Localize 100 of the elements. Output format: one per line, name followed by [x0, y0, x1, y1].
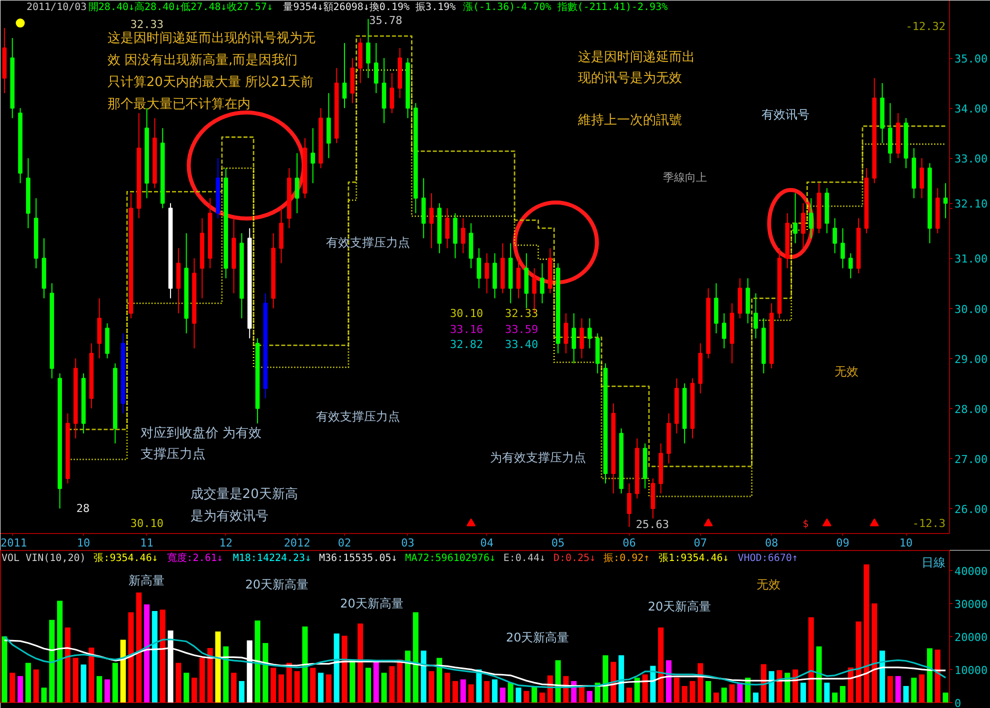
- annotation: 2011/10/03: [26, 2, 87, 13]
- candlestick: [310, 128, 316, 184]
- annotation: 漲(-1.36)-4.70% 指數(-211.41)-2.93%: [463, 1, 668, 13]
- bar: [49, 620, 55, 702]
- bar: [642, 674, 648, 702]
- annotation: VHOD:6670↑: [738, 553, 798, 564]
- candlestick: [429, 192, 434, 249]
- bar: [10, 672, 16, 702]
- bar: [310, 668, 316, 702]
- candlestick: [390, 72, 394, 114]
- candlestick: [832, 218, 837, 254]
- annotation: 35.78: [369, 14, 402, 27]
- bar: [72, 658, 78, 702]
- bar: [199, 658, 205, 702]
- bar: [191, 678, 198, 702]
- bar: [397, 660, 403, 702]
- bar: [808, 617, 814, 702]
- bar: [840, 686, 846, 702]
- bar: [698, 663, 704, 702]
- y-tick-label: 0: [954, 697, 962, 708]
- bar: [64, 627, 70, 702]
- x-tick-label: 12: [219, 536, 233, 550]
- bar: [942, 692, 948, 702]
- annotation: 对应到收盘价 为有效支撑压力点: [140, 425, 262, 462]
- annotation: 量9354↓額26098↓換0.19% 振3.19%: [283, 1, 456, 13]
- annotation: 張:9354.46↓: [94, 553, 158, 564]
- bar: [895, 676, 901, 702]
- x-tick-label: 10: [76, 536, 90, 550]
- y-tick-label: 10000: [954, 664, 988, 677]
- x-tick-label: 2012: [284, 536, 310, 550]
- bar: [270, 668, 276, 702]
- x-tick-label: 03: [401, 536, 414, 550]
- annotation: 新高量: [128, 574, 164, 588]
- bar: [238, 681, 244, 702]
- annotation: 維持上一次的訊號: [576, 113, 682, 128]
- annotation: 33.40: [504, 338, 538, 351]
- bar: [586, 690, 592, 702]
- candlestick: [516, 258, 521, 299]
- bar: [160, 610, 166, 702]
- annotation: M18:14224.23↓: [232, 553, 312, 564]
- bar: [381, 672, 387, 702]
- candlestick: [476, 248, 482, 289]
- bar: [856, 622, 862, 702]
- bar: [428, 671, 434, 702]
- bar: [286, 662, 292, 702]
- x-tick-label: 02: [338, 536, 352, 550]
- candlestick: [793, 192, 798, 244]
- annotation: 張1:9354.46↓: [658, 553, 729, 564]
- bar: [88, 648, 94, 702]
- bar: [176, 662, 182, 702]
- candlestick: [627, 482, 632, 528]
- bar: [880, 650, 886, 702]
- bar: [373, 661, 379, 702]
- y-tick-label: 35.00: [954, 52, 988, 66]
- bar: [444, 672, 450, 702]
- bar: [420, 650, 426, 702]
- bar: [318, 672, 324, 702]
- bar: [231, 672, 237, 702]
- bar: [682, 686, 688, 702]
- bar: [136, 592, 142, 702]
- candlestick: [460, 218, 466, 254]
- bar: [500, 688, 506, 702]
- bar: [626, 688, 632, 702]
- bar: [104, 679, 110, 702]
- x-tick-label: 11: [140, 536, 154, 550]
- bar: [254, 620, 260, 702]
- bar: [532, 686, 538, 702]
- annotation: 成交量是20天新高是为有效讯号: [190, 486, 298, 524]
- annotation: 有效支撑压力点: [316, 410, 400, 424]
- x-tick-label: 08: [764, 536, 778, 550]
- annotation: 25.63: [636, 518, 669, 531]
- bar: [350, 660, 356, 702]
- candlestick: [540, 262, 544, 304]
- y-tick-label: 27.00: [954, 452, 988, 466]
- bar: [334, 633, 340, 702]
- annotation: 33.16: [450, 323, 484, 336]
- bar: [128, 612, 134, 702]
- annotation: 32.82: [450, 338, 484, 351]
- annotation: MA72:596102976↓: [405, 553, 496, 564]
- bar: [610, 662, 616, 702]
- x-tick-label: 06: [622, 536, 636, 550]
- annotation: -12.32: [906, 20, 946, 33]
- bar: [365, 668, 372, 702]
- annotation: 20天新高量: [648, 600, 712, 614]
- bar: [760, 664, 766, 702]
- bar: [492, 679, 498, 702]
- bar: [112, 662, 118, 702]
- candlestick: [564, 312, 568, 354]
- annotation: E:0.44↓: [503, 553, 546, 564]
- bar: [2, 636, 8, 702]
- y-tick-label: 34.00: [954, 102, 988, 116]
- bar: [768, 671, 774, 702]
- bar: [294, 671, 300, 702]
- bar: [18, 676, 24, 702]
- bar: [911, 678, 917, 702]
- bar: [555, 660, 561, 702]
- bar: [539, 692, 545, 702]
- bar: [80, 664, 86, 702]
- bar: [144, 604, 150, 702]
- bar: [618, 655, 624, 702]
